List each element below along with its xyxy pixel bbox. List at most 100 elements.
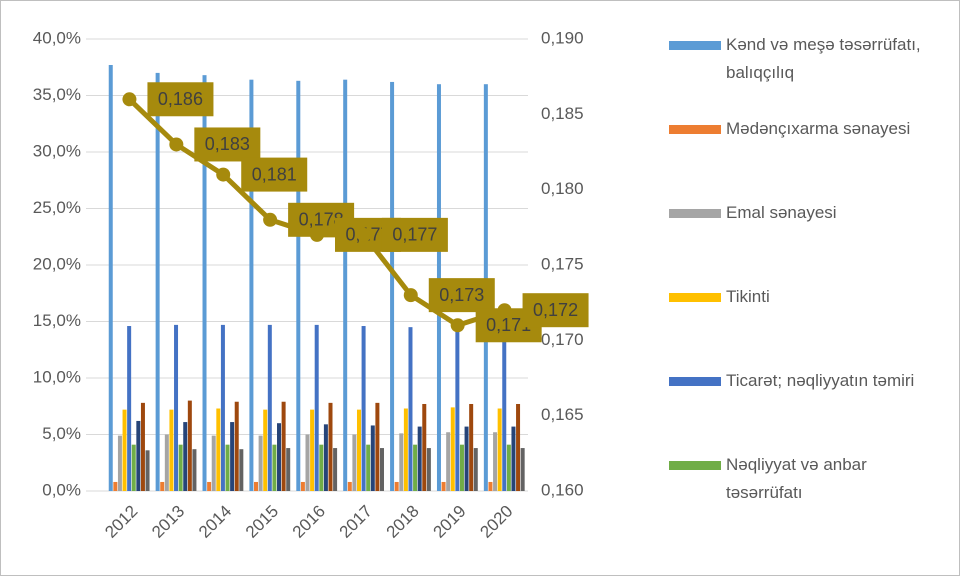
legend-label: Nəqliyyat və anbar təsərrüfatı <box>726 455 867 502</box>
data-label: 0,172 <box>533 300 578 320</box>
x-tick-label: 2014 <box>195 502 235 542</box>
bar <box>356 409 361 491</box>
bar <box>390 81 395 491</box>
data-label: 0,186 <box>158 89 203 109</box>
bar <box>131 444 136 491</box>
data-label-box <box>428 278 495 313</box>
bar <box>117 435 122 491</box>
bar <box>192 449 197 491</box>
line-marker <box>122 92 137 107</box>
bar <box>319 444 324 491</box>
y-tick-label: 30,0% <box>33 141 81 160</box>
bar <box>375 402 380 491</box>
bar <box>140 402 145 491</box>
y-tick-label: 15,0% <box>33 311 81 330</box>
bar <box>408 327 413 491</box>
legend-label: Ticarət; nəqliyyatın təmiri <box>726 371 915 390</box>
y2-tick-label: 0,170 <box>541 330 584 349</box>
line-marker <box>403 288 418 303</box>
bar <box>145 450 150 491</box>
bar <box>446 432 451 491</box>
data-label: 0,177 <box>392 225 437 245</box>
bar <box>497 408 502 491</box>
bar <box>352 434 357 491</box>
x-tick-label: 2017 <box>336 502 376 542</box>
bar <box>211 435 216 491</box>
bar <box>305 434 310 491</box>
line-marker <box>450 318 465 333</box>
bar <box>286 448 291 491</box>
data-label: 0,183 <box>205 134 250 154</box>
y2-tick-label: 0,190 <box>541 28 584 47</box>
bar <box>422 403 427 491</box>
bar <box>493 432 498 491</box>
x-tick-label: 2015 <box>242 502 282 542</box>
bar <box>347 481 352 491</box>
bar <box>370 425 375 491</box>
legend-label: Mədənçıxarma sənayesi <box>726 119 911 138</box>
bar <box>254 481 259 491</box>
bar <box>450 407 455 491</box>
bar <box>310 409 315 491</box>
bar <box>207 481 212 491</box>
bar <box>164 434 169 491</box>
bar <box>174 324 179 491</box>
data-label-box <box>241 157 308 192</box>
bar <box>520 448 525 491</box>
bar <box>455 327 460 491</box>
bar <box>343 79 348 492</box>
bar <box>277 423 282 491</box>
bar <box>216 408 221 491</box>
bar <box>263 409 268 491</box>
bar <box>267 324 272 491</box>
y2-tick-label: 0,185 <box>541 104 584 123</box>
y-tick-label: 10,0% <box>33 367 81 386</box>
line-marker <box>497 303 512 318</box>
bar <box>441 481 446 491</box>
y2-tick-label: 0,180 <box>541 179 584 198</box>
data-label-box <box>147 82 214 117</box>
bar <box>122 409 127 491</box>
y2-tick-label: 0,160 <box>541 480 584 499</box>
line-marker <box>356 227 371 242</box>
data-label-box <box>522 293 589 328</box>
bar <box>230 422 235 491</box>
data-label: 0,173 <box>439 285 484 305</box>
bar <box>403 408 408 491</box>
bar <box>516 403 521 491</box>
line-marker <box>310 227 324 242</box>
bar <box>178 444 183 491</box>
bar <box>169 409 174 491</box>
bar <box>155 72 160 492</box>
bar <box>488 481 493 491</box>
legend-swatch <box>669 377 721 386</box>
bar <box>328 402 333 491</box>
bar <box>379 448 384 491</box>
bar <box>399 433 404 491</box>
bar <box>281 401 286 491</box>
bar <box>469 403 474 491</box>
y-tick-label: 35,0% <box>33 85 81 104</box>
x-tick-label: 2018 <box>383 502 423 542</box>
y-tick-label: 5,0% <box>42 424 81 443</box>
data-label: 0,181 <box>252 164 297 184</box>
line-marker <box>216 167 231 182</box>
legend-swatch <box>669 461 721 470</box>
x-tick-label: 2020 <box>476 502 516 542</box>
bar <box>511 426 516 491</box>
bar <box>202 75 207 491</box>
data-label-box <box>381 217 448 252</box>
y-tick-label: 25,0% <box>33 198 81 217</box>
legend-swatch <box>669 41 721 50</box>
bar <box>220 324 225 491</box>
bar <box>249 79 254 492</box>
data-label-box <box>194 127 261 162</box>
x-tick-label: 2016 <box>289 502 329 542</box>
bar <box>183 422 188 491</box>
bar <box>187 400 192 491</box>
legend-swatch <box>669 209 721 218</box>
bar <box>300 481 305 491</box>
bar <box>366 444 371 491</box>
bar <box>225 444 230 491</box>
